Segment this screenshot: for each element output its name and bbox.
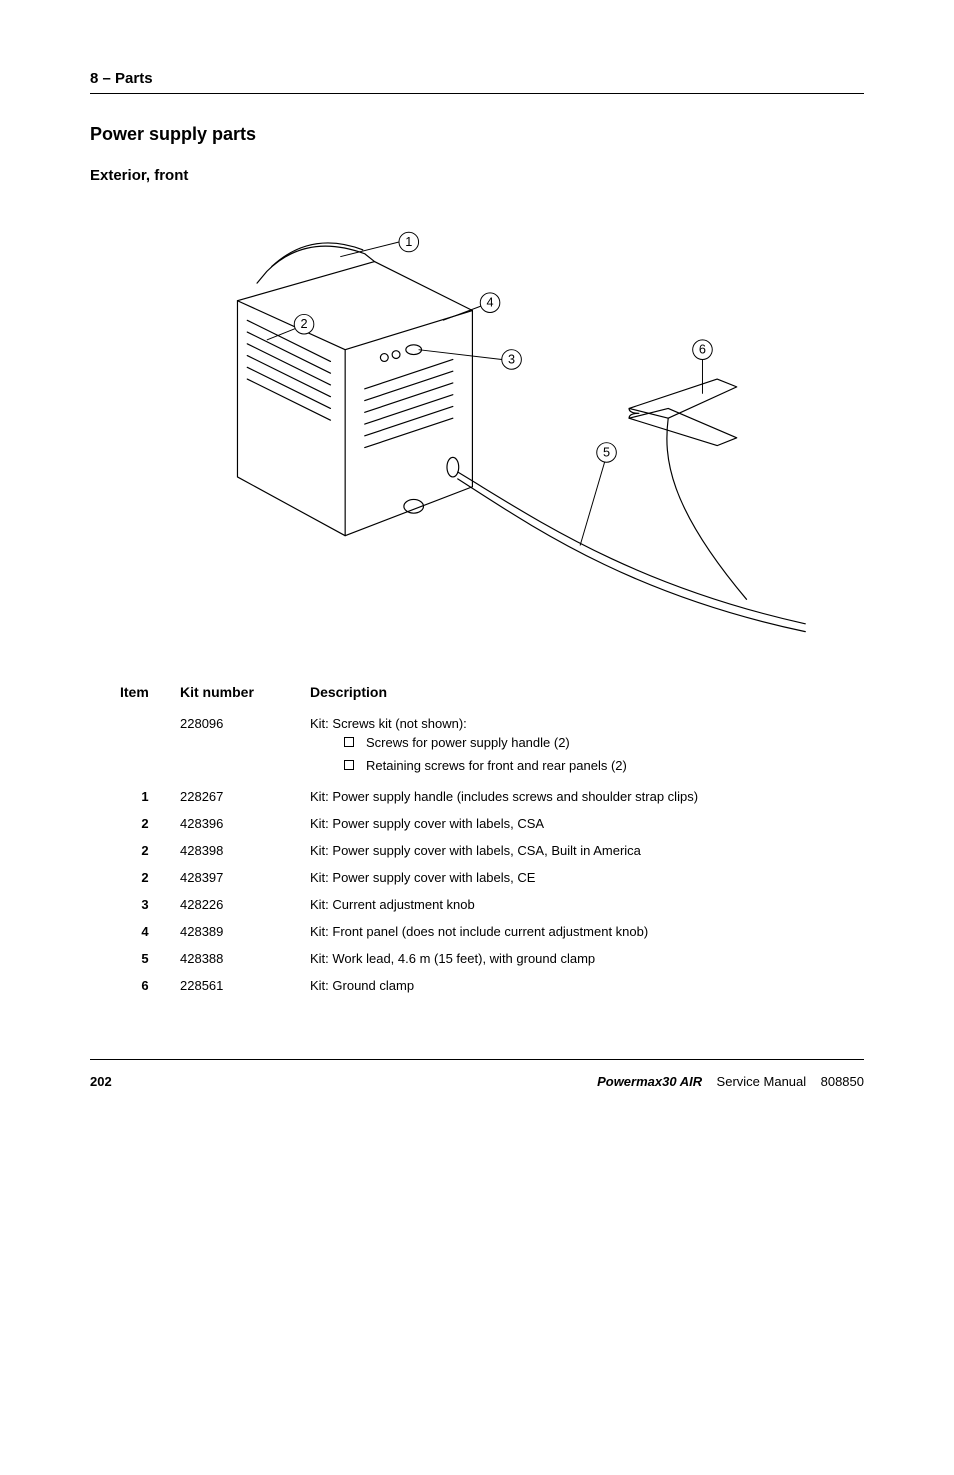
callout-1: 1 <box>405 234 412 249</box>
cell-item: 2 <box>120 864 180 891</box>
col-desc: Description <box>310 678 894 710</box>
table-row: 1228267Kit: Power supply handle (include… <box>120 783 894 810</box>
cell-desc: Kit: Screws kit (not shown):Screws for p… <box>310 710 894 783</box>
table-row: 4428389Kit: Front panel (does not includ… <box>120 918 894 945</box>
cell-desc: Kit: Power supply cover with labels, CSA… <box>310 837 894 864</box>
cell-desc: Kit: Work lead, 4.6 m (15 feet), with gr… <box>310 945 894 972</box>
col-item: Item <box>120 678 180 710</box>
callout-2: 2 <box>301 316 308 331</box>
desc-subitem-text: Screws for power supply handle (2) <box>366 735 570 750</box>
footer-doc-num: 808850 <box>821 1074 864 1089</box>
cell-kit: 428388 <box>180 945 310 972</box>
desc-subitem-text: Retaining screws for front and rear pane… <box>366 758 627 773</box>
cell-desc: Kit: Ground clamp <box>310 972 894 999</box>
bullet-box-icon <box>344 760 354 770</box>
table-row: 2428398Kit: Power supply cover with labe… <box>120 837 894 864</box>
footer-product: Powermax30 AIR <box>597 1074 702 1089</box>
cell-desc: Kit: Front panel (does not include curre… <box>310 918 894 945</box>
cell-item: 4 <box>120 918 180 945</box>
table-row: 5428388Kit: Work lead, 4.6 m (15 feet), … <box>120 945 894 972</box>
desc-subitem: Retaining screws for front and rear pane… <box>344 754 884 777</box>
callout-5: 5 <box>603 444 610 459</box>
cell-item: 1 <box>120 783 180 810</box>
cell-item: 2 <box>120 810 180 837</box>
table-row: 2428397Kit: Power supply cover with labe… <box>120 864 894 891</box>
callout-4: 4 <box>487 295 494 310</box>
table-row: 228096Kit: Screws kit (not shown):Screws… <box>120 710 894 783</box>
cell-desc: Kit: Current adjustment knob <box>310 891 894 918</box>
cell-desc: Kit: Power supply cover with labels, CSA <box>310 810 894 837</box>
page-footer: 202 Powermax30 AIR Service Manual 808850 <box>90 1059 864 1089</box>
cell-item: 6 <box>120 972 180 999</box>
bullet-box-icon <box>344 737 354 747</box>
cell-desc: Kit: Power supply handle (includes screw… <box>310 783 894 810</box>
page-subtitle: Exterior, front <box>90 167 864 184</box>
cell-kit: 228096 <box>180 710 310 783</box>
callout-6: 6 <box>699 342 706 357</box>
cell-kit: 428398 <box>180 837 310 864</box>
cell-kit: 228561 <box>180 972 310 999</box>
cell-item <box>120 710 180 783</box>
parts-table: Item Kit number Description 228096Kit: S… <box>120 678 894 999</box>
table-row: 6228561Kit: Ground clamp <box>120 972 894 999</box>
page-title: Power supply parts <box>90 124 864 145</box>
cell-item: 5 <box>120 945 180 972</box>
cell-item: 2 <box>120 837 180 864</box>
cell-kit: 228267 <box>180 783 310 810</box>
cell-kit: 428389 <box>180 918 310 945</box>
cell-item: 3 <box>120 891 180 918</box>
footer-doc-type: Service Manual <box>717 1074 807 1089</box>
cell-kit: 428396 <box>180 810 310 837</box>
desc-subitem: Screws for power supply handle (2) <box>344 731 884 754</box>
table-row: 3428226Kit: Current adjustment knob <box>120 891 894 918</box>
table-row: 2428396Kit: Power supply cover with labe… <box>120 810 894 837</box>
cell-kit: 428397 <box>180 864 310 891</box>
section-header: 8 – Parts <box>90 70 864 94</box>
cell-desc: Kit: Power supply cover with labels, CE <box>310 864 894 891</box>
exploded-diagram: 1 2 3 4 5 6 <box>120 208 864 648</box>
callout-3: 3 <box>508 351 515 366</box>
footer-doc-info: Powermax30 AIR Service Manual 808850 <box>597 1074 864 1089</box>
footer-page-number: 202 <box>90 1074 112 1089</box>
cell-kit: 428226 <box>180 891 310 918</box>
col-kit: Kit number <box>180 678 310 710</box>
